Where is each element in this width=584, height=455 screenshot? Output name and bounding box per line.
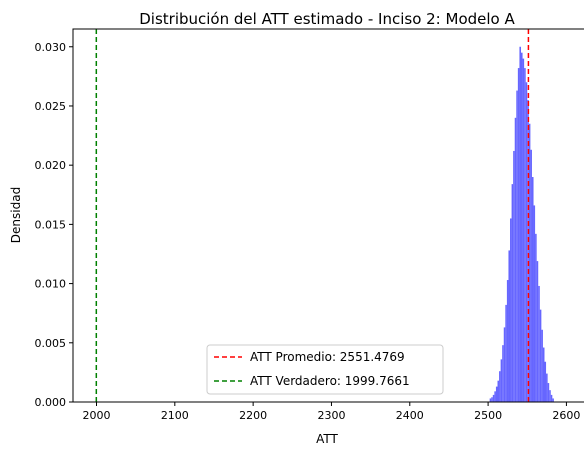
histogram-bar <box>525 82 528 403</box>
histogram-bar <box>499 371 501 402</box>
plot-frame <box>72 28 584 403</box>
histogram-bar <box>489 398 492 402</box>
histogram-bar <box>542 347 545 402</box>
x-tick-label: 2500 <box>474 409 502 422</box>
histogram-bar <box>533 205 536 402</box>
histogram-bar <box>552 398 554 402</box>
y-tick-label: 0.010 <box>35 278 67 291</box>
chart-title: Distribución del ATT estimado - Inciso 2… <box>139 10 515 28</box>
histogram-bar <box>550 394 553 402</box>
histogram-bar <box>520 52 523 402</box>
histogram-bars <box>489 46 554 403</box>
x-tick-label: 2600 <box>552 409 580 422</box>
histogram-bar <box>513 150 515 402</box>
histogram-bar <box>510 218 512 402</box>
legend: ATT Promedio: 2551.4769 ATT Verdadero: 1… <box>206 344 444 395</box>
histogram-bar <box>522 58 525 402</box>
histogram-bar <box>514 117 517 403</box>
histogram-bar <box>494 391 496 402</box>
reference-lines <box>95 29 530 402</box>
histogram-bar <box>505 304 507 402</box>
histogram-bar <box>544 361 547 402</box>
histogram-bar <box>549 390 551 402</box>
histogram-bar <box>511 184 514 402</box>
histogram-bar <box>517 68 520 403</box>
y-axis-ticks: 0.000 0.005 0.010 0.015 0.020 0.025 0.030 <box>35 41 73 409</box>
y-tick-label: 0.000 <box>35 396 67 409</box>
x-axis-ticks: 2000 2100 2200 2300 2400 2500 2600 <box>82 402 580 422</box>
legend-label-verdadero: ATT Verdadero: 1999.7661 <box>250 374 410 388</box>
histogram-bar <box>527 100 529 403</box>
histogram-bar <box>500 359 503 402</box>
histogram-bar <box>546 373 548 402</box>
histogram-bar <box>536 261 539 402</box>
x-tick-label: 2200 <box>239 409 267 422</box>
y-tick-label: 0.005 <box>35 337 67 350</box>
histogram-bar <box>538 285 540 402</box>
histogram-bar <box>535 233 537 402</box>
histogram-bar <box>541 329 543 402</box>
histogram-bar <box>497 380 500 402</box>
x-tick-label: 2300 <box>317 409 345 422</box>
y-tick-label: 0.015 <box>35 218 67 231</box>
x-tick-label: 2400 <box>396 409 424 422</box>
legend-box <box>206 344 444 395</box>
histogram-bar <box>508 250 511 402</box>
histogram-bar <box>491 397 493 402</box>
y-axis-label: Densidad <box>9 187 23 243</box>
histogram-bar <box>503 327 506 402</box>
histogram-bar <box>495 386 498 402</box>
histogram-bar <box>492 394 495 402</box>
x-tick-label: 2000 <box>82 409 110 422</box>
histogram-bar <box>506 280 509 402</box>
histogram-bar <box>547 383 550 402</box>
histogram-bar <box>519 46 521 403</box>
y-tick-label: 0.030 <box>35 41 67 54</box>
x-tick-label: 2100 <box>161 409 189 422</box>
histogram-bar <box>502 345 504 402</box>
y-tick-label: 0.020 <box>35 159 67 172</box>
histogram-bar <box>516 90 518 403</box>
histogram-bar <box>528 123 531 402</box>
histogram-bar <box>531 177 534 402</box>
legend-label-promedio: ATT Promedio: 2551.4769 <box>250 350 405 364</box>
y-tick-label: 0.025 <box>35 100 67 113</box>
histogram-bar <box>524 68 526 403</box>
histogram-bar <box>530 149 532 402</box>
histogram-bar <box>539 309 542 402</box>
x-axis-label: ATT <box>316 432 338 446</box>
